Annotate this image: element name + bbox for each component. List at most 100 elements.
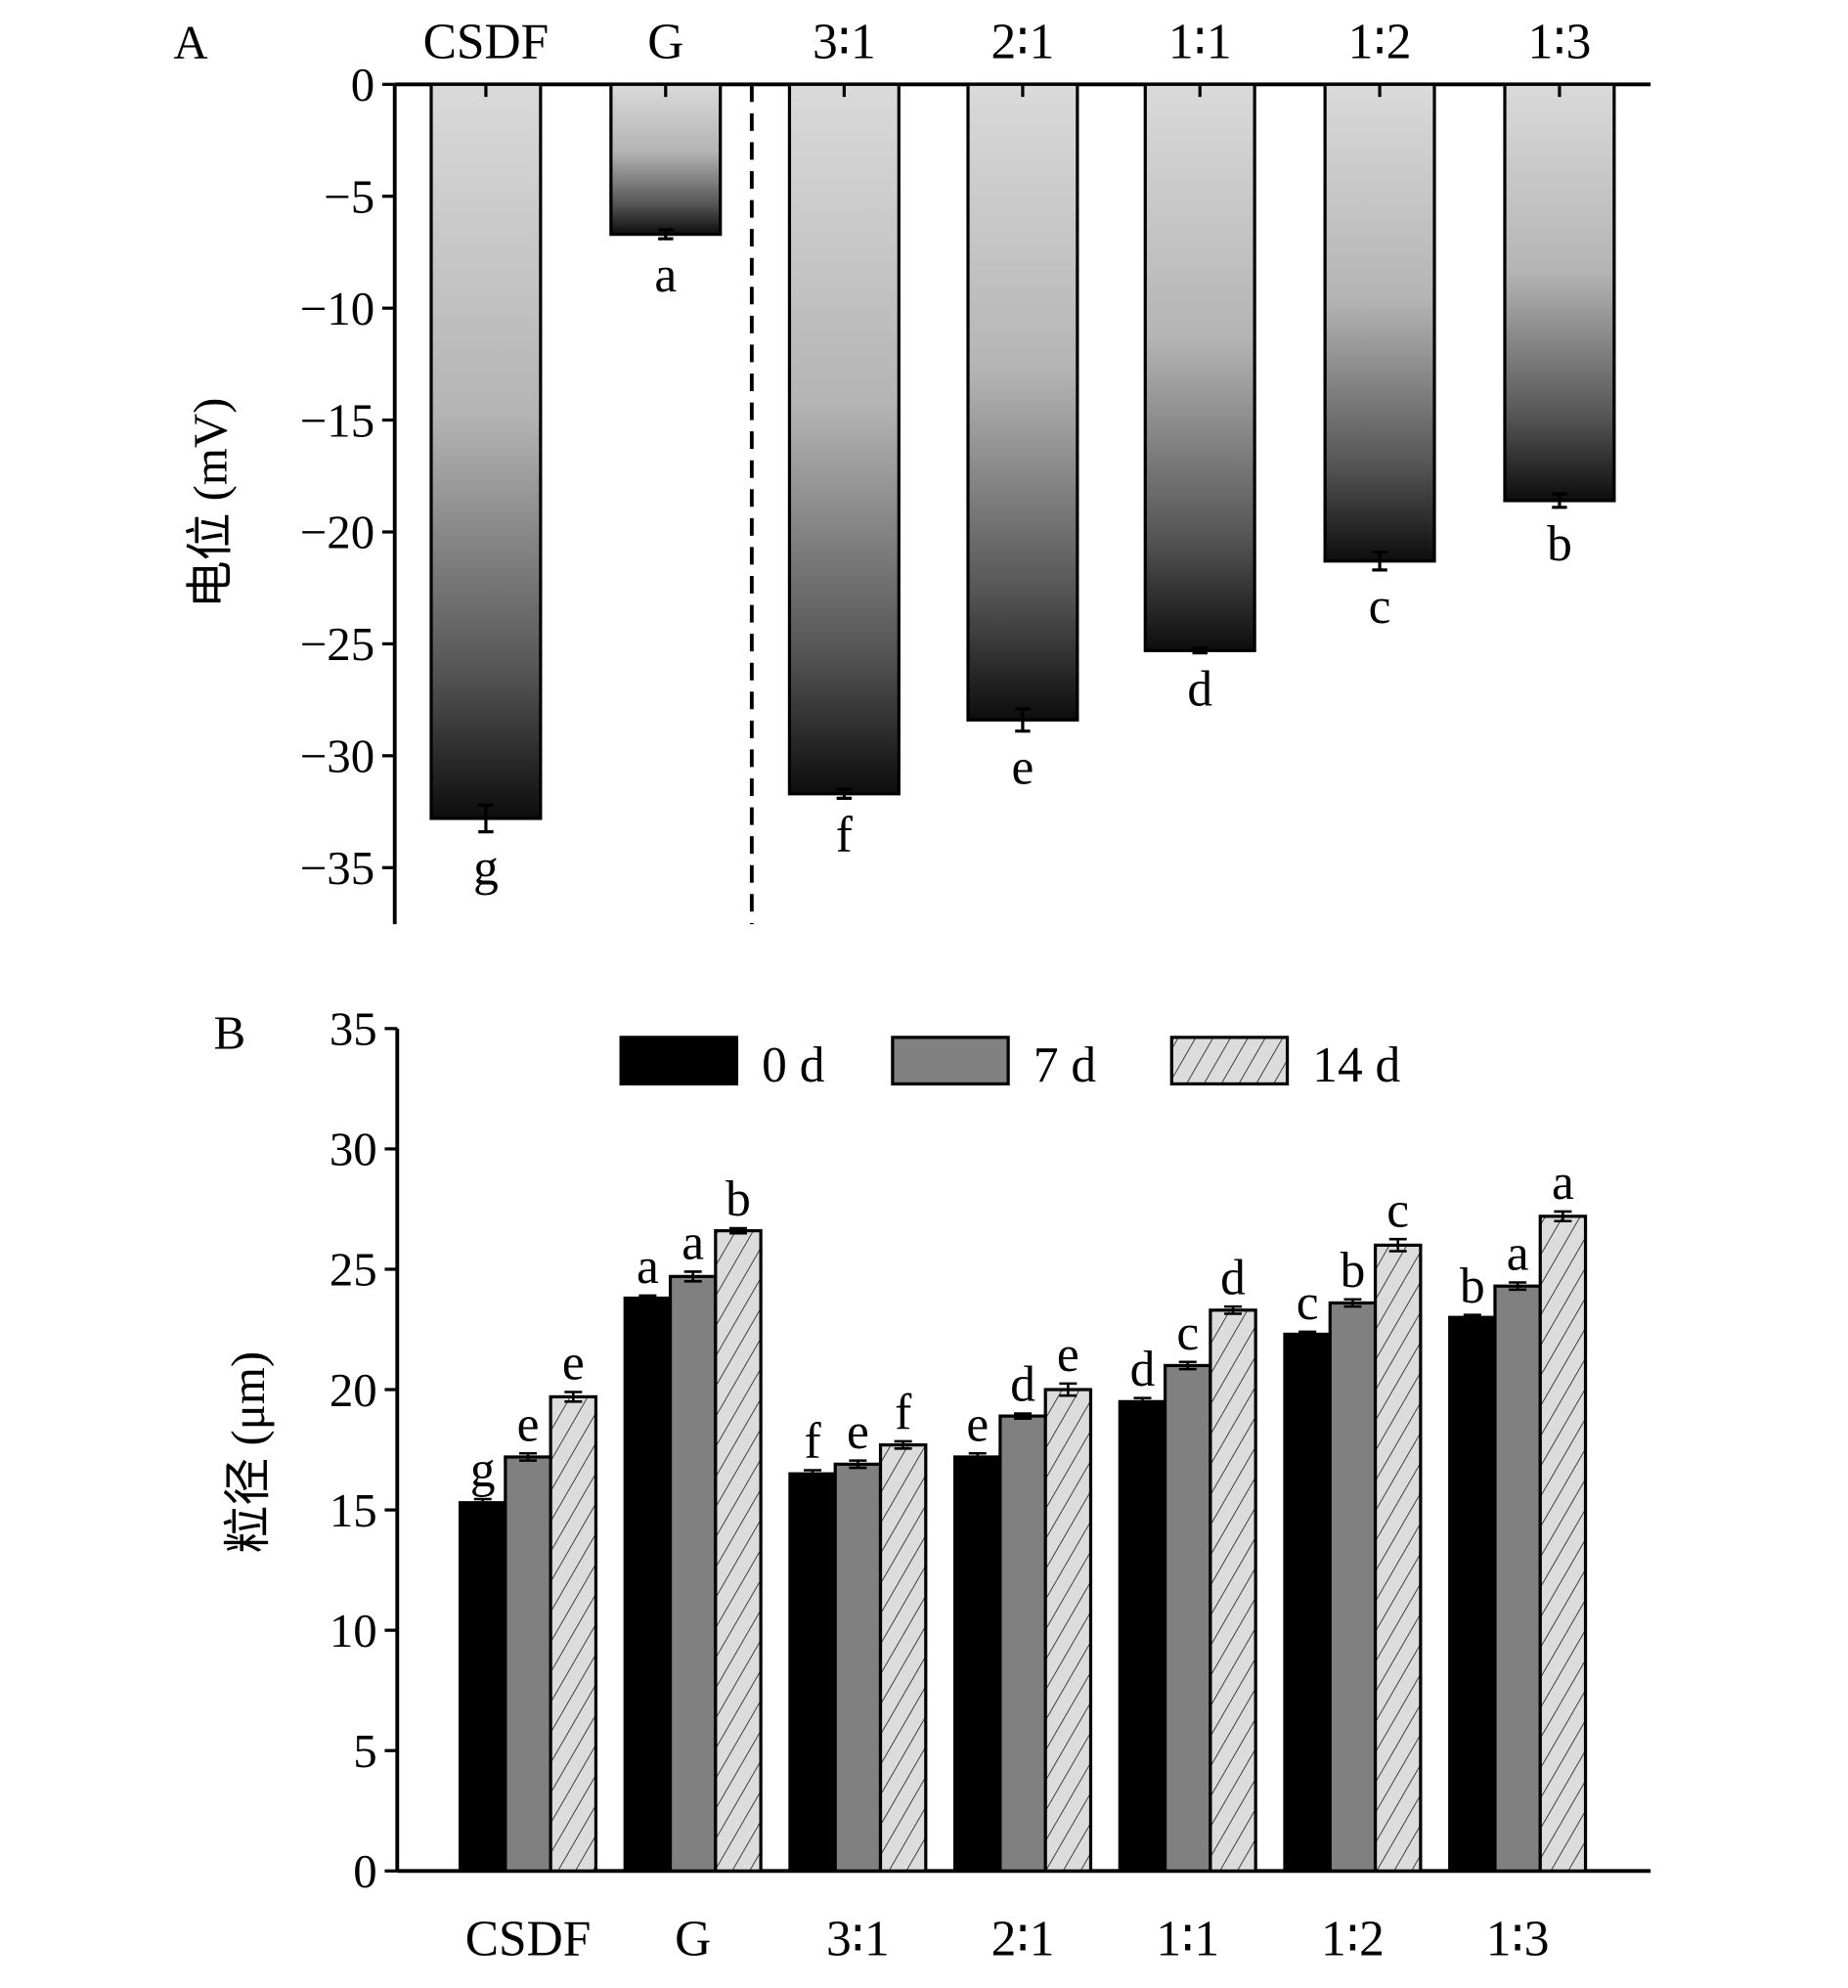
- significance-letter: c: [1297, 1275, 1319, 1331]
- significance-letter: b: [1341, 1243, 1366, 1299]
- significance-letter: e: [966, 1396, 989, 1452]
- error-bar: [683, 1270, 702, 1283]
- error-bar: [1509, 1281, 1527, 1292]
- panel-a-zeta-potential-chart: A 电位 (mV) 0 −5 −10 −15 −20 −25 −30 −35 g CSDF a Gf 3…: [173, 14, 1651, 925]
- bar-0d: [1448, 1315, 1497, 1873]
- x-tick-label: 2∶1: [991, 14, 1055, 69]
- y-tick-label: −35: [300, 841, 374, 895]
- x-tick-label: 3∶1: [826, 1911, 890, 1966]
- error-bar: [1554, 1210, 1572, 1223]
- y-tick-label: −10: [300, 282, 374, 335]
- bar-7d: [504, 1455, 552, 1873]
- legend-label: 14 d: [1312, 1038, 1400, 1093]
- significance-letter: a: [1552, 1155, 1574, 1211]
- bar: [1323, 82, 1436, 563]
- y-tick-label: 0: [351, 58, 374, 111]
- bar-14d: [1538, 1215, 1588, 1873]
- error-bar: [804, 1469, 822, 1480]
- y-tick-label: 25: [330, 1243, 377, 1297]
- significance-letter: a: [637, 1239, 659, 1295]
- error-bar: [728, 1226, 747, 1235]
- error-bar: [478, 803, 494, 834]
- bar-7d: [998, 1414, 1047, 1873]
- panel-a-label: A: [173, 15, 207, 68]
- bar-14d: [549, 1394, 598, 1873]
- y-tick-label: −25: [300, 617, 374, 671]
- panel-b-label: B: [214, 1005, 246, 1059]
- error-bar: [1463, 1313, 1481, 1322]
- y-tick-label: 0: [353, 1844, 376, 1898]
- error-bar: [1372, 550, 1387, 572]
- error-bar: [1014, 1412, 1033, 1420]
- significance-letter: e: [847, 1404, 869, 1460]
- error-bar: [1343, 1298, 1362, 1308]
- legend-swatch: [619, 1036, 739, 1086]
- y-tick-label: 35: [330, 1002, 377, 1056]
- error-bar: [1388, 1237, 1407, 1253]
- y-tick-label: 30: [330, 1123, 377, 1176]
- error-bar: [1178, 1360, 1197, 1371]
- error-bar: [638, 1294, 657, 1303]
- error-bar: [564, 1391, 583, 1403]
- x-tick-label: 2∶1: [991, 1911, 1055, 1966]
- legend-label: 7 d: [1034, 1038, 1097, 1093]
- bar-0d: [953, 1455, 1002, 1873]
- error-bar: [849, 1459, 867, 1470]
- bar-14d: [878, 1443, 928, 1873]
- significance-letter: f: [895, 1385, 912, 1440]
- y-tick-label: −30: [300, 729, 374, 783]
- bar-0d: [458, 1501, 507, 1873]
- error-bar: [894, 1439, 912, 1450]
- error-bar: [836, 787, 853, 800]
- bar-7d: [668, 1274, 718, 1873]
- bar-0d: [1118, 1399, 1167, 1873]
- error-bar: [1192, 646, 1208, 655]
- bar: [1503, 82, 1616, 503]
- error-bar: [1224, 1304, 1243, 1315]
- significance-letter: d: [1010, 1357, 1035, 1413]
- x-tick-label: 1∶1: [1156, 1911, 1219, 1966]
- error-bar: [1015, 707, 1031, 733]
- bar: [609, 82, 723, 237]
- legend-label: 0 d: [762, 1038, 825, 1093]
- bar-14d: [714, 1228, 763, 1873]
- error-bar: [1552, 492, 1567, 509]
- significance-letter: g: [473, 841, 499, 897]
- panel-b-y-axis-label: 粒径 (μm): [221, 1351, 275, 1554]
- bar: [429, 82, 543, 820]
- y-tick-label: 15: [330, 1483, 377, 1537]
- x-tick-label: 1∶1: [1168, 14, 1232, 69]
- legend-swatch: [1169, 1036, 1290, 1086]
- significance-letter: c: [1369, 579, 1391, 635]
- bar-0d: [623, 1296, 673, 1873]
- x-tick-label: 3∶1: [813, 14, 876, 69]
- bar-7d: [1328, 1301, 1378, 1873]
- significance-letter: b: [1547, 516, 1572, 572]
- error-bar: [1059, 1382, 1078, 1397]
- significance-letter: c: [1176, 1305, 1199, 1361]
- significance-letter: b: [726, 1171, 751, 1227]
- significance-letter: e: [1057, 1327, 1079, 1383]
- legend-swatch: [891, 1036, 1010, 1086]
- error-bar: [968, 1451, 987, 1462]
- significance-letter: d: [1130, 1342, 1156, 1397]
- significance-letter: c: [1386, 1182, 1409, 1238]
- bar-14d: [1043, 1388, 1093, 1873]
- y-tick-label: −20: [300, 506, 374, 559]
- bar: [966, 82, 1079, 722]
- bar-0d: [1283, 1332, 1332, 1873]
- bar-14d: [1373, 1243, 1423, 1873]
- error-bar: [473, 1497, 492, 1508]
- y-tick-label: −15: [300, 393, 374, 447]
- significance-letter: e: [562, 1336, 585, 1392]
- y-tick-label: 5: [353, 1724, 376, 1778]
- bar: [787, 82, 901, 796]
- bar-7d: [1163, 1363, 1212, 1873]
- significance-letter: e: [517, 1396, 540, 1452]
- bar-7d: [1493, 1284, 1542, 1873]
- significance-letter: a: [654, 247, 677, 303]
- significance-letter: f: [836, 807, 854, 862]
- significance-letter: a: [682, 1215, 704, 1271]
